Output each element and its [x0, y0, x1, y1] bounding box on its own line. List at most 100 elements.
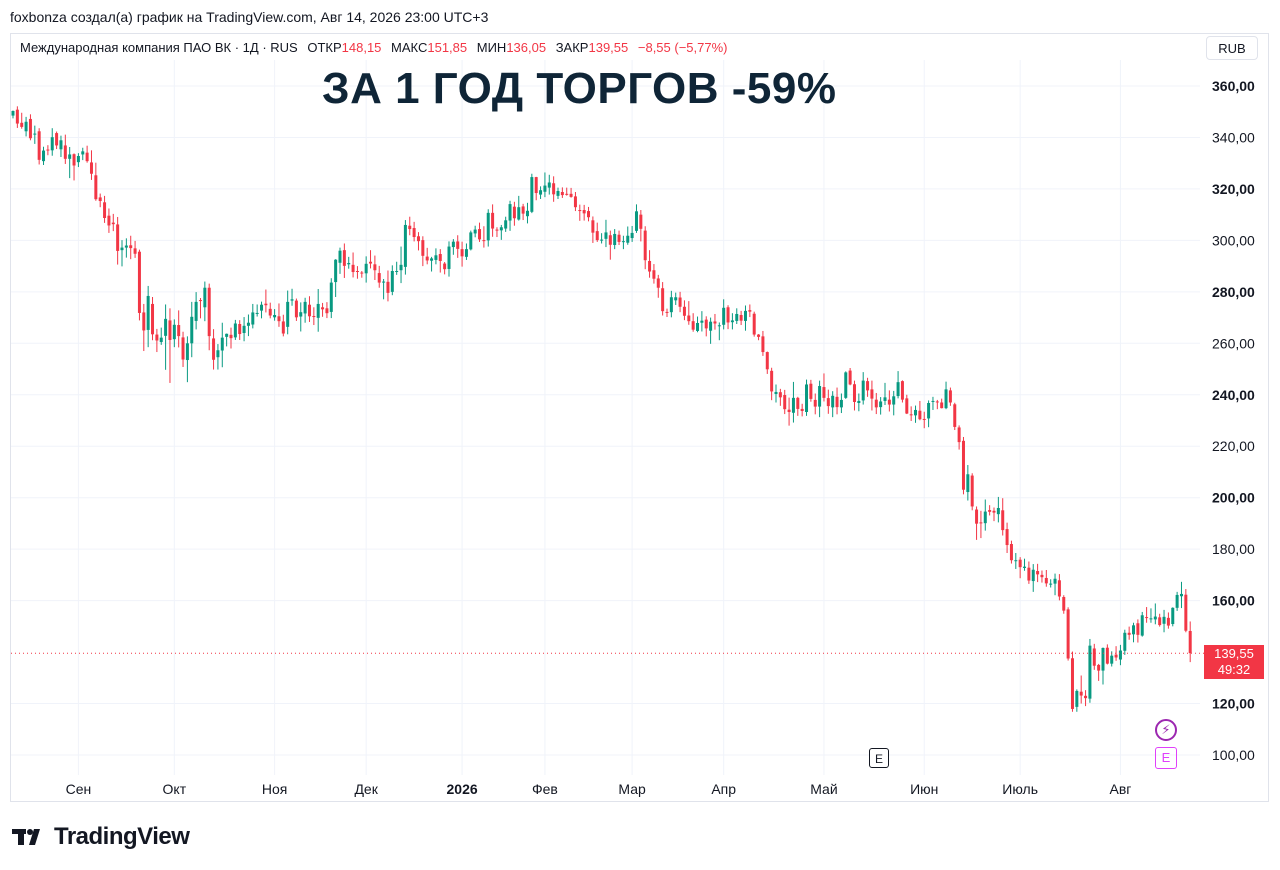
candle-body: [805, 384, 809, 413]
candle-body: [212, 338, 216, 360]
candle-body: [68, 154, 72, 159]
candle: [334, 259, 338, 297]
candle: [220, 322, 224, 368]
candle: [1057, 574, 1061, 601]
candle: [800, 403, 804, 417]
candle: [552, 176, 556, 202]
x-tick-label: 2026: [447, 781, 478, 797]
candle: [722, 299, 726, 330]
candle: [739, 310, 743, 326]
candle-body: [364, 263, 368, 274]
candle: [94, 162, 98, 201]
candle: [748, 304, 752, 318]
symbol-label[interactable]: Международная компания ПАО ВК · 1Д · RUS: [20, 40, 298, 55]
candle-body: [992, 510, 996, 513]
candle-body: [621, 241, 625, 243]
candle: [281, 314, 285, 337]
candle-body: [700, 320, 704, 323]
candle-body: [717, 325, 721, 327]
candle-body: [264, 303, 268, 306]
candle-body: [482, 240, 486, 242]
candle: [805, 379, 809, 416]
candle-body: [473, 229, 477, 234]
candle: [504, 216, 508, 232]
candle-body: [460, 249, 464, 257]
candle: [347, 256, 351, 269]
candle: [1036, 563, 1040, 583]
earnings-event-icon[interactable]: E: [869, 748, 889, 768]
tradingview-logo[interactable]: TradingView: [12, 822, 190, 852]
x-tick-label: Сен: [66, 781, 92, 797]
candle-body: [478, 229, 482, 240]
candle: [203, 281, 207, 322]
candle: [813, 393, 817, 415]
candle-body: [1158, 617, 1162, 626]
candle: [591, 216, 595, 243]
candle-body: [696, 322, 700, 331]
candle: [835, 387, 839, 415]
candle: [796, 396, 800, 416]
candle: [665, 308, 669, 318]
candle-body: [294, 300, 298, 318]
candle: [11, 110, 15, 119]
candle-body: [883, 397, 887, 401]
candle-body: [464, 249, 468, 257]
candle: [970, 473, 974, 511]
candle: [1066, 607, 1070, 661]
candle: [159, 327, 163, 345]
candle: [242, 317, 246, 342]
candle: [935, 399, 939, 410]
change-value: −8,55 (−5,77%): [637, 40, 728, 55]
candle-body: [552, 183, 556, 195]
low-value: 136,05: [506, 40, 547, 55]
candle: [874, 392, 878, 415]
candle: [565, 187, 569, 196]
x-tick-label: Май: [810, 781, 837, 797]
candle: [28, 114, 32, 141]
candle: [983, 499, 987, 531]
currency-button[interactable]: RUB: [1206, 36, 1258, 60]
candle-body: [59, 140, 63, 150]
y-tick-label: 340,00: [1212, 129, 1255, 145]
candle-body: [665, 311, 669, 313]
high-label: МАКС: [391, 40, 428, 55]
candle-body: [46, 149, 50, 151]
candle-body: [290, 299, 294, 301]
candle-body: [430, 258, 434, 261]
candle: [325, 302, 329, 319]
candle: [430, 256, 434, 272]
candle-body: [565, 193, 569, 195]
high-value: 151,85: [427, 40, 468, 55]
candle-body: [909, 414, 913, 416]
candle: [648, 250, 652, 278]
candle: [1014, 553, 1018, 569]
candle: [1062, 595, 1066, 614]
candle-body: [94, 175, 98, 200]
candle-body: [966, 474, 970, 493]
candle-body: [1014, 560, 1018, 562]
candle: [55, 131, 59, 150]
candle: [1188, 621, 1192, 663]
candle-body: [89, 162, 93, 174]
candle-body: [940, 402, 944, 409]
flash-event-icon[interactable]: ⚡: [1155, 719, 1177, 741]
x-tick-label: Дек: [354, 781, 378, 797]
candle: [412, 221, 416, 242]
candle: [1049, 579, 1053, 588]
candle: [556, 187, 560, 199]
candle: [1118, 644, 1122, 666]
y-tick-label: 160,00: [1212, 593, 1255, 609]
candle-body: [447, 246, 451, 269]
candle-body: [983, 511, 987, 524]
candle-body: [1097, 664, 1101, 671]
candle: [892, 390, 896, 416]
x-tick-label: Фев: [532, 781, 558, 797]
candle: [164, 304, 168, 370]
candle: [626, 226, 630, 245]
candle-body: [757, 334, 761, 337]
candle-body: [50, 137, 54, 151]
upcoming-earnings-icon[interactable]: E: [1155, 747, 1177, 769]
candle: [927, 400, 931, 428]
candle: [809, 379, 813, 402]
